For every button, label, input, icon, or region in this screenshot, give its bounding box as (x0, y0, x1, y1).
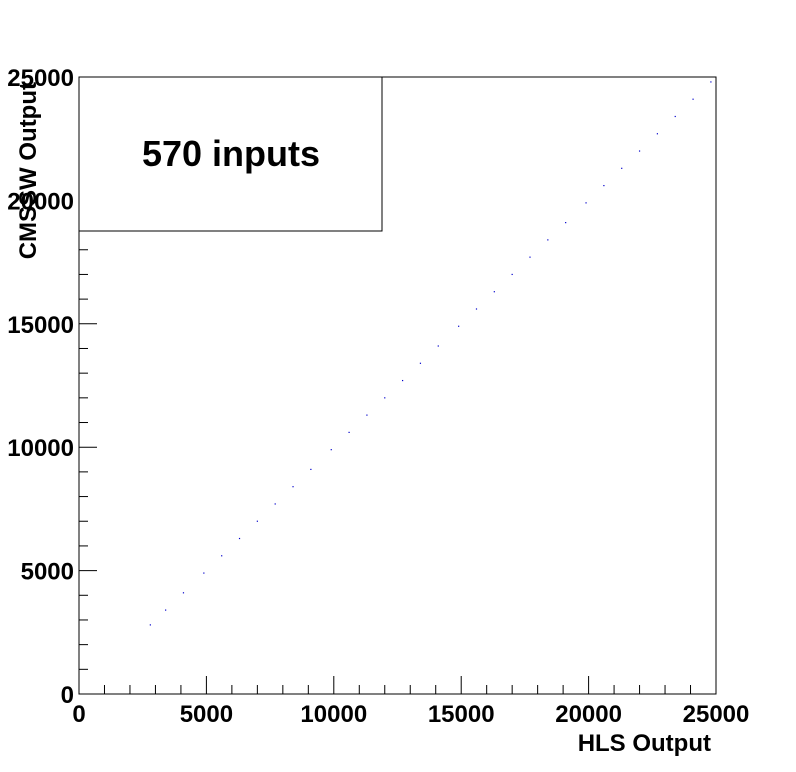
y-axis-title: CMSSW Output (15, 82, 42, 259)
data-point (165, 609, 167, 611)
data-point (256, 520, 258, 522)
y-tick-label: 0 (61, 682, 74, 709)
data-point (348, 431, 350, 433)
data-point (692, 98, 694, 100)
data-point (182, 592, 185, 594)
legend-box (78, 76, 383, 232)
data-point (529, 256, 531, 258)
y-tick-label: 25000 (7, 65, 74, 92)
data-point (292, 486, 294, 488)
data-point (203, 572, 205, 574)
data-point (401, 379, 404, 382)
y-tick-label: 20000 (7, 188, 74, 215)
data-point (149, 624, 151, 626)
x-tick-labels: 0 5000 10000 15000 20000 25000 (72, 701, 749, 728)
data-point (475, 308, 478, 310)
data-point (511, 273, 513, 276)
x-tick-label: 5000 (180, 701, 233, 728)
data-point (493, 291, 495, 293)
data-point (674, 115, 676, 118)
y-tick-label: 10000 (7, 435, 74, 462)
y-tick-labels: 0 5000 10000 15000 20000 25000 (7, 65, 74, 709)
y-tick-label: 15000 (7, 312, 74, 339)
y-tick-label: 5000 (21, 559, 74, 586)
data-point (656, 133, 658, 135)
data-point (547, 239, 549, 241)
x-tick-label: 15000 (428, 701, 495, 728)
x-axis-title: HLS Output (578, 730, 711, 757)
data-point (384, 397, 386, 399)
data-point (710, 81, 712, 83)
data-point (310, 468, 312, 471)
x-tick-label: 10000 (300, 701, 367, 728)
data-points (149, 81, 712, 626)
plot-frame (78, 76, 717, 695)
data-point (603, 184, 605, 187)
data-point (638, 150, 641, 152)
legend-annotation: 570 inputs (142, 133, 320, 174)
data-point (238, 537, 241, 540)
data-point (585, 202, 587, 204)
data-point (274, 503, 276, 505)
data-point (621, 167, 623, 169)
data-point (366, 414, 368, 416)
x-tick-label: 0 (72, 701, 85, 728)
data-point (419, 362, 422, 364)
data-point (221, 555, 223, 557)
data-point (330, 449, 332, 451)
data-point (458, 325, 460, 327)
data-point (565, 222, 567, 224)
x-tick-label: 20000 (555, 701, 622, 728)
data-point (437, 345, 439, 347)
x-tick-label: 25000 (683, 701, 750, 728)
